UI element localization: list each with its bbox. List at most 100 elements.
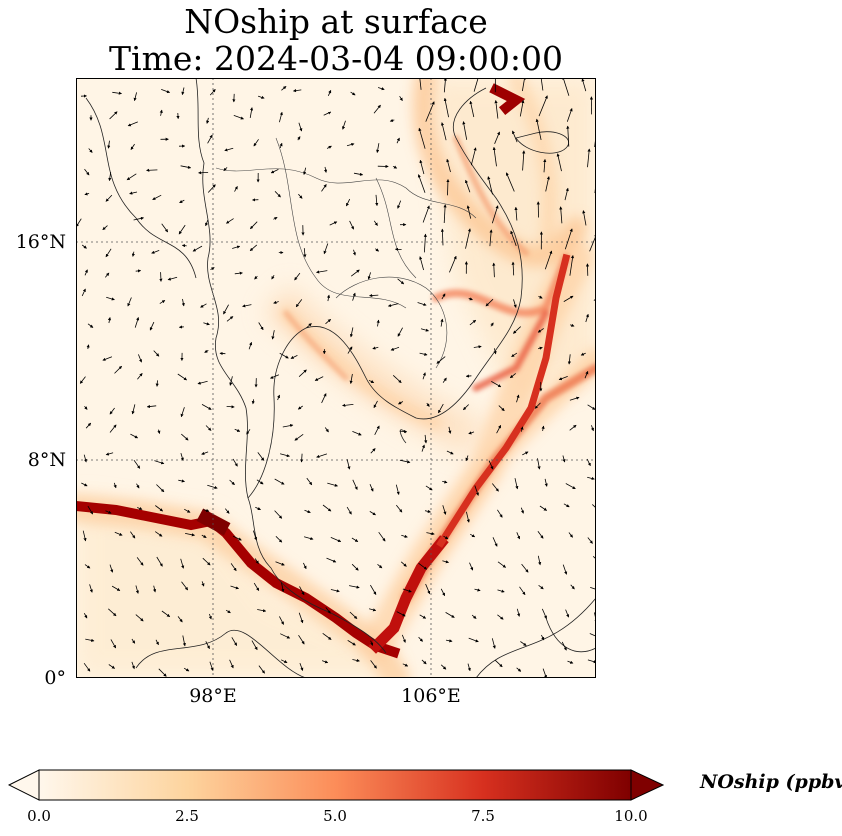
wind-arrow [279, 142, 283, 149]
wind-arrow [105, 194, 113, 202]
wind-arrow [349, 220, 354, 230]
wind-arrow [84, 192, 90, 196]
wind-arrow [156, 484, 165, 493]
wind-arrow [491, 205, 499, 224]
wind-arrow [540, 78, 544, 91]
wind-arrow [299, 662, 304, 671]
wind-arrow [490, 322, 494, 327]
wind-arrow [347, 346, 353, 354]
wind-arrow [396, 137, 400, 144]
wind-arrow [203, 322, 210, 326]
wind-arrow [421, 659, 427, 665]
wind-arrow [569, 424, 577, 431]
wind-arrow [537, 346, 543, 350]
wind-arrow [537, 555, 542, 566]
wind-arrow [257, 609, 267, 613]
wind-arrow [590, 587, 596, 590]
wind-arrow [421, 444, 425, 452]
wind-arrow [208, 613, 212, 620]
wind-arrow [280, 633, 291, 639]
wind-arrow [323, 111, 332, 116]
wind-arrow [370, 660, 377, 669]
wind-arrow [369, 484, 374, 492]
wind-arrow [324, 166, 328, 173]
plot-title-line1: NOship at surface [184, 2, 488, 41]
wind-arrow [131, 251, 135, 257]
wind-arrow [256, 479, 264, 485]
wind-arrow [130, 531, 136, 539]
wind-arrow [512, 130, 518, 143]
wind-arrow [303, 167, 307, 176]
wind-arrow [292, 89, 302, 93]
wind-arrow [419, 78, 422, 90]
wind-arrow [254, 558, 259, 564]
country-borders [215, 137, 477, 369]
wind-arrow [146, 404, 157, 409]
wind-arrow [298, 369, 307, 377]
wind-arrow [321, 393, 327, 404]
wind-arrow [491, 381, 502, 388]
wind-arrow [83, 662, 91, 672]
wind-arrow [468, 637, 479, 643]
wind-arrow [585, 313, 589, 323]
wind-arrow [112, 91, 123, 95]
wind-arrow [275, 536, 283, 543]
wind-arrow [274, 478, 285, 485]
wind-arrow [593, 298, 596, 301]
wind-arrow [374, 425, 380, 435]
wind-arrow [494, 99, 499, 119]
wind-arrow [592, 504, 596, 509]
wind-arrow [198, 171, 209, 175]
wind-arrow [568, 532, 573, 538]
wind-arrow [105, 248, 112, 258]
wind-arrow [275, 561, 285, 566]
wind-arrow [349, 611, 358, 619]
wind-arrow [127, 297, 132, 307]
wind-arrow [271, 274, 275, 280]
x-tick-106e: 106°E [401, 685, 461, 707]
wind-arrow [485, 298, 494, 307]
wind-arrow [197, 380, 208, 385]
wind-arrow [322, 504, 332, 512]
wind-arrow [223, 167, 228, 172]
wind-arrow [582, 210, 587, 226]
wind-arrow [537, 328, 544, 333]
wind-arrow [562, 78, 570, 96]
wind-arrow [114, 365, 122, 374]
wind-arrow [149, 321, 155, 331]
wind-arrow [81, 482, 88, 487]
colorbar-tick-4: 10.0 [614, 807, 648, 825]
wind-arrow [136, 483, 140, 489]
wind-arrow [352, 479, 358, 490]
wind-arrow [87, 505, 94, 515]
wind-arrow [298, 612, 304, 624]
wind-arrow [352, 249, 356, 256]
wind-arrow [516, 667, 522, 672]
wind-arrow [113, 482, 117, 489]
wind-arrow [397, 327, 403, 337]
wind-arrow [326, 294, 331, 302]
wind-arrow [279, 616, 284, 625]
wind-arrow [225, 609, 231, 614]
wind-arrow [86, 344, 90, 350]
wind-arrow [538, 584, 544, 590]
wind-arrow [231, 637, 238, 646]
wind-arrow [442, 480, 448, 484]
wind-arrow [397, 200, 402, 209]
wind-arrow [282, 424, 294, 428]
wind-arrow [471, 614, 477, 619]
wind-arrow [522, 451, 529, 456]
y-tick-0: 0° [44, 667, 66, 689]
wind-arrow [346, 506, 352, 515]
wind-arrow [590, 425, 594, 432]
wind-arrow [108, 664, 116, 669]
wind-arrow [207, 184, 216, 193]
wind-arrow [181, 581, 189, 591]
wind-arrow [326, 145, 332, 149]
wind-arrow [201, 581, 205, 587]
wind-arrow [587, 659, 596, 664]
wind-arrow [180, 452, 184, 462]
wind-arrow [544, 478, 548, 487]
wind-arrow [438, 403, 444, 414]
wind-arrow [370, 584, 377, 595]
